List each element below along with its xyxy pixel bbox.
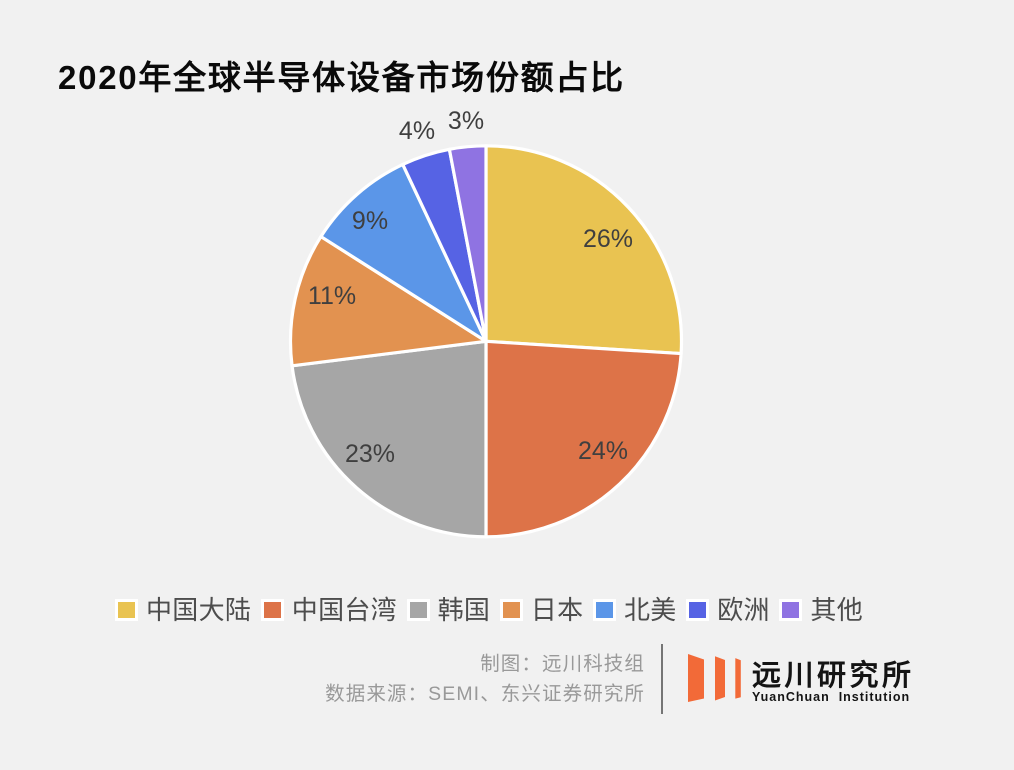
svg-text:4%: 4%	[399, 117, 435, 145]
svg-text:24%: 24%	[578, 437, 628, 465]
svg-text:3%: 3%	[448, 107, 484, 135]
svg-text:26%: 26%	[583, 225, 633, 253]
svg-text:23%: 23%	[345, 440, 395, 468]
svg-text:11%: 11%	[308, 282, 356, 310]
svg-text:9%: 9%	[352, 207, 388, 235]
